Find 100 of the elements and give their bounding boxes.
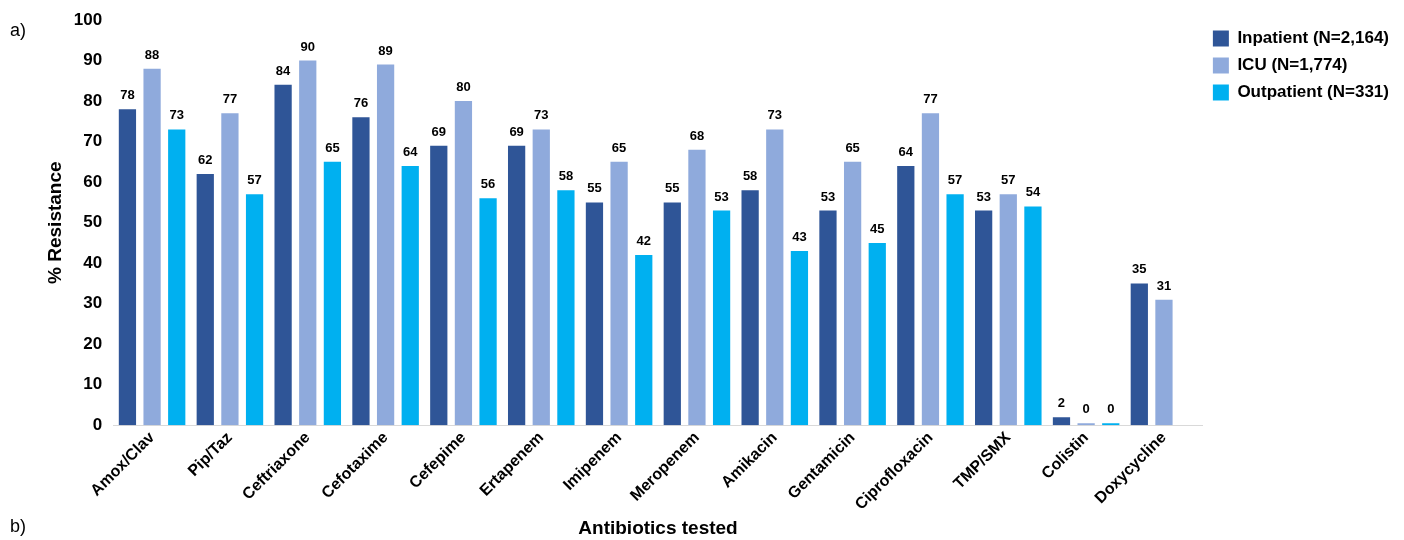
bar [1024,206,1042,426]
data-label: 53 [976,188,991,204]
bar [897,165,915,426]
bar [1077,423,1095,426]
data-label: 58 [742,168,758,184]
bar [274,84,292,426]
bar [766,129,784,426]
bar [376,64,395,426]
data-label: 53 [820,188,836,204]
data-label: 45 [870,220,885,236]
x-axis-title: Antibiotics tested [578,516,738,538]
bar [975,210,993,426]
bar [479,198,497,426]
data-label: 0 [1082,401,1090,417]
data-label: 42 [636,233,651,249]
bar [245,194,264,426]
bar [1102,423,1120,426]
data-label: 73 [767,107,783,123]
data-label: 55 [665,180,680,196]
data-label: 73 [169,107,184,123]
bar [635,255,653,426]
legend-label: Outpatient (N=331) [1237,82,1389,102]
bar [557,190,575,426]
data-label: 57 [947,172,963,188]
bar [143,68,161,426]
bar [946,194,964,426]
data-label: 90 [300,38,315,54]
bar [712,210,731,426]
data-label: 53 [714,188,729,204]
data-label: 56 [480,176,496,192]
bar [843,161,862,426]
data-label: 0 [1107,401,1115,417]
data-label: 80 [456,79,471,95]
bar [1052,417,1071,426]
bar [118,109,137,426]
data-label: 58 [558,168,574,184]
data-label: 76 [353,95,369,111]
y-axis-title: % Resistance [43,161,65,284]
data-label: 88 [144,46,160,62]
data-label: 89 [378,42,393,58]
bar [196,174,214,426]
data-label: 62 [198,152,213,168]
bar [921,113,940,426]
data-label: 65 [845,139,860,155]
data-label: 31 [1156,277,1172,293]
y-tick-label: 30 [83,293,103,313]
data-label: 77 [923,91,938,107]
bar [610,161,628,426]
bar [868,242,886,426]
bar [430,145,448,426]
data-label: 2 [1057,395,1066,411]
bar [532,129,550,426]
data-label: 69 [509,123,524,139]
y-tick-label: 10 [83,374,103,394]
data-label: 55 [587,180,602,196]
bar [819,210,837,426]
y-tick-label: 50 [83,212,103,232]
bar [221,113,239,426]
bar [741,190,759,426]
bar [688,149,706,426]
data-label: 78 [120,87,135,103]
bar [1130,283,1148,426]
y-tick-label: 20 [83,333,103,353]
bar [168,129,186,426]
data-label: 73 [534,107,549,123]
data-label: 64 [403,143,419,159]
data-label: 43 [792,229,807,245]
y-tick-label: 80 [83,90,103,110]
bar [585,202,604,426]
y-tick-label: 40 [83,252,103,272]
data-label: 35 [1132,261,1147,277]
legend-label: Inpatient (N=2,164) [1237,28,1389,48]
bar [1155,299,1173,426]
data-label: 64 [898,143,914,159]
data-label: 57 [1001,172,1016,188]
bar [454,101,473,426]
y-tick-label: 70 [83,131,103,151]
text: a) [10,20,27,40]
data-label: 65 [325,139,340,155]
data-label: 77 [222,91,238,107]
bar [299,60,317,426]
legend-label: ICU (N=1,774) [1237,55,1348,75]
data-label: 57 [247,172,262,188]
y-tick-label: 60 [83,171,103,191]
bar [323,161,342,426]
y-tick-label: 90 [83,50,103,70]
bar [352,117,370,426]
data-label: 69 [431,123,447,139]
data-label: 84 [275,62,292,78]
y-tick-label: 100 [73,9,103,29]
bar [663,202,681,426]
data-label: 54 [1025,184,1041,200]
bar [999,194,1017,426]
text: b) [10,516,27,536]
bar [401,165,419,426]
data-label: 68 [689,127,705,143]
bar [790,251,809,426]
y-tick-label: 0 [92,415,103,435]
data-label: 65 [611,139,627,155]
bar [507,145,526,426]
